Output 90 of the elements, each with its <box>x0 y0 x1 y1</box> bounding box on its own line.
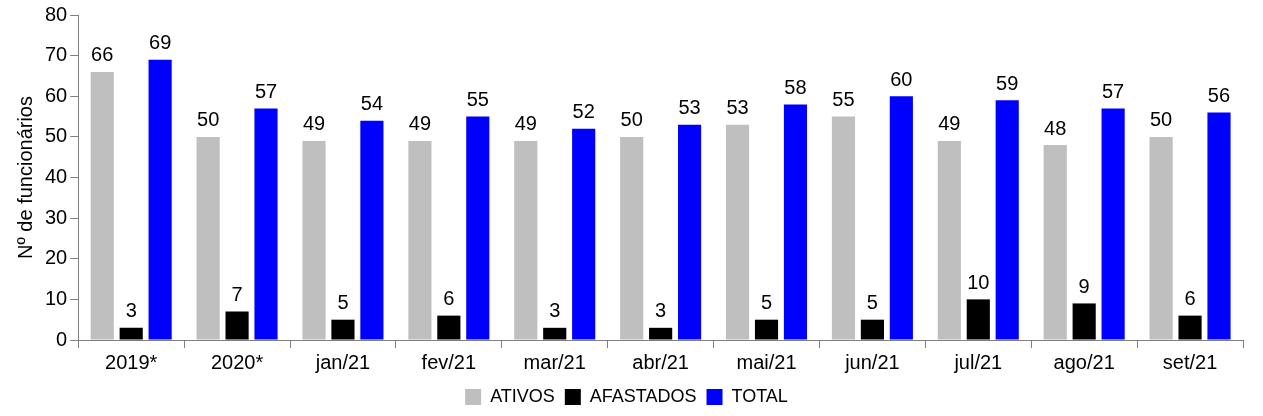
bar <box>572 128 596 340</box>
x-tick-label: jun/21 <box>844 350 900 373</box>
bar <box>677 124 702 340</box>
y-tick-label: 0 <box>56 327 68 350</box>
bar <box>408 140 432 340</box>
y-tick-label: 80 <box>45 2 68 25</box>
data-label: 5 <box>760 291 773 314</box>
x-tick-label: mai/21 <box>736 350 797 373</box>
data-label: 69 <box>149 31 172 54</box>
y-tick-label: 20 <box>45 246 68 269</box>
data-label: 50 <box>197 108 220 131</box>
bar <box>1207 112 1231 340</box>
data-label: 57 <box>1101 79 1125 102</box>
data-label: 6 <box>443 287 455 310</box>
bar <box>754 319 779 340</box>
bar <box>1072 303 1096 340</box>
data-label: 49 <box>302 112 326 135</box>
data-label: 50 <box>620 108 643 131</box>
bar <box>966 299 990 340</box>
bar <box>360 120 384 340</box>
y-tick-label: 50 <box>45 124 68 147</box>
x-tick-label: 2020* <box>210 350 264 373</box>
legend-label: ATIVOS <box>490 385 555 406</box>
data-label: 3 <box>549 299 561 322</box>
x-tick-label: jul/21 <box>953 350 1003 373</box>
legend-label: TOTAL <box>731 385 788 406</box>
bar <box>225 311 249 340</box>
bar <box>1101 108 1125 340</box>
data-label: 10 <box>967 270 990 293</box>
data-label: 50 <box>1149 108 1173 131</box>
x-tick-label: jan/21 <box>314 350 371 373</box>
data-label: 55 <box>466 88 489 111</box>
bar <box>466 116 490 340</box>
bar <box>860 319 884 340</box>
bar <box>543 327 567 340</box>
data-label: 54 <box>360 92 384 115</box>
data-label: 48 <box>1044 116 1067 139</box>
bar <box>1149 136 1173 340</box>
data-label: 56 <box>1207 84 1231 107</box>
bar <box>725 124 750 340</box>
y-tick-label: 70 <box>45 43 68 66</box>
data-label: 60 <box>890 67 913 90</box>
bar <box>514 140 538 340</box>
y-axis-title: Nº de funcionários <box>13 96 36 259</box>
bar <box>1178 315 1202 340</box>
bar <box>620 136 644 340</box>
legend-label: AFASTADOS <box>589 385 697 406</box>
data-label: 9 <box>1078 274 1090 297</box>
data-label: 5 <box>866 291 878 314</box>
y-tick-label: 60 <box>45 83 68 106</box>
data-label: 6 <box>1184 287 1196 310</box>
data-label: 55 <box>832 88 855 111</box>
bar <box>937 140 961 340</box>
data-label: 57 <box>254 79 278 102</box>
bar <box>995 100 1019 340</box>
x-tick-label: set/21 <box>1162 350 1218 373</box>
bar <box>831 116 856 340</box>
y-tick-label: 10 <box>45 286 68 309</box>
y-tick-label: 30 <box>45 205 68 228</box>
data-label: 49 <box>514 112 537 135</box>
data-label: 5 <box>337 291 349 314</box>
bar <box>148 59 172 340</box>
data-label: 59 <box>996 71 1019 94</box>
data-label: 49 <box>938 112 961 135</box>
x-tick-label: mar/21 <box>523 350 586 373</box>
x-tick-label: fev/21 <box>421 350 477 373</box>
bar <box>196 136 220 340</box>
data-label: 53 <box>678 96 701 119</box>
bar <box>90 71 114 340</box>
bar <box>1043 145 1067 340</box>
data-label: 53 <box>726 96 749 119</box>
data-label: 58 <box>784 75 807 98</box>
x-tick-label: ago/21 <box>1053 350 1115 373</box>
data-label: 52 <box>572 100 595 123</box>
data-label: 3 <box>655 299 667 322</box>
bar <box>889 96 913 340</box>
bar <box>254 108 278 340</box>
bar <box>649 327 673 340</box>
bar <box>302 140 326 340</box>
x-tick-label: abr/21 <box>632 350 689 373</box>
y-tick-label: 40 <box>45 165 68 188</box>
data-label: 3 <box>125 299 137 322</box>
bar <box>783 104 808 340</box>
x-tick-label: 2019* <box>105 350 158 373</box>
bar <box>119 327 143 340</box>
data-label: 49 <box>408 112 432 135</box>
bar <box>331 319 355 340</box>
data-label: 66 <box>91 43 114 66</box>
bar <box>437 315 461 340</box>
data-label: 7 <box>231 283 243 306</box>
